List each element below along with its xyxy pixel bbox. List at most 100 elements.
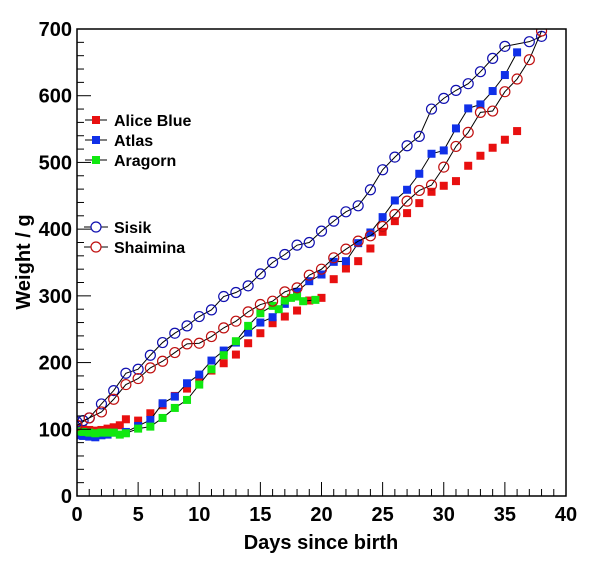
data-point <box>487 105 499 117</box>
legend-marker <box>92 136 100 144</box>
legend-label: Alice Blue <box>114 113 191 130</box>
data-point <box>317 293 326 302</box>
data-point <box>103 424 112 433</box>
data-point <box>268 319 277 328</box>
data-point <box>195 374 204 383</box>
data-point <box>256 318 265 327</box>
data-point <box>476 151 485 160</box>
data-point <box>158 413 167 422</box>
plot-layer <box>77 29 548 442</box>
data-point <box>218 322 230 334</box>
x-axis-label: Days since birth <box>244 532 399 554</box>
data-point <box>511 73 523 85</box>
data-point <box>377 220 389 233</box>
data-point <box>293 287 302 296</box>
y-tick-label: 400 <box>39 219 72 241</box>
data-point <box>413 184 425 197</box>
data-point <box>474 66 487 78</box>
data-point <box>464 161 473 170</box>
data-point <box>403 209 412 218</box>
data-point <box>464 104 473 113</box>
y-tick-label: 700 <box>39 19 72 41</box>
legend-marker <box>92 156 100 164</box>
data-point <box>244 339 253 348</box>
data-point <box>366 228 375 237</box>
data-point <box>389 151 401 163</box>
y-tick-label: 500 <box>39 152 72 174</box>
data-point <box>183 379 192 388</box>
data-point <box>108 393 120 405</box>
series-aragorn <box>77 292 320 439</box>
legend-marker <box>90 241 102 253</box>
data-point <box>121 429 130 438</box>
data-point <box>156 355 169 367</box>
data-point <box>488 143 497 152</box>
data-point <box>427 149 436 158</box>
data-point <box>77 431 81 440</box>
data-point <box>286 293 295 302</box>
legend-marker <box>92 116 100 124</box>
data-point <box>181 320 193 332</box>
data-point <box>85 432 94 441</box>
data-point <box>280 312 289 321</box>
data-point <box>427 187 436 196</box>
data-point <box>305 277 314 286</box>
y-tick-label: 200 <box>39 353 72 375</box>
legend: Alice Blue Atlas Aragorn Sisik Shaimina <box>84 113 191 257</box>
data-point <box>415 169 424 178</box>
data-point <box>231 337 240 346</box>
data-point <box>169 346 181 359</box>
x-tick-label: 5 <box>133 504 144 526</box>
data-point <box>340 206 352 218</box>
data-point <box>195 380 204 389</box>
legend-marker <box>90 221 102 233</box>
data-point <box>401 140 413 152</box>
data-point <box>513 48 522 57</box>
data-point <box>218 290 230 303</box>
data-point <box>413 130 425 143</box>
data-point <box>315 263 328 275</box>
data-point <box>79 427 88 436</box>
data-point <box>389 208 401 221</box>
data-point <box>109 423 118 432</box>
data-point <box>79 431 88 440</box>
data-point <box>499 40 511 52</box>
legend-item: Sisik <box>84 220 151 237</box>
data-point <box>329 275 338 284</box>
data-point <box>377 164 389 176</box>
data-point <box>451 124 460 133</box>
data-point <box>242 306 254 318</box>
data-point <box>328 252 340 264</box>
data-point <box>415 199 424 208</box>
data-point <box>279 286 291 298</box>
data-point <box>303 269 315 281</box>
y-tick-label: 100 <box>39 419 72 441</box>
data-point <box>146 409 155 418</box>
data-point <box>364 230 376 242</box>
data-point <box>181 338 193 350</box>
data-point <box>299 297 308 306</box>
data-point <box>523 36 535 48</box>
x-tick-label: 10 <box>188 504 210 526</box>
data-point <box>205 304 218 316</box>
data-point <box>500 135 509 144</box>
data-point <box>390 217 399 226</box>
data-point <box>340 243 352 255</box>
data-point <box>523 54 535 66</box>
data-point <box>303 236 315 249</box>
data-point <box>85 428 94 437</box>
data-point <box>115 430 124 439</box>
data-point <box>462 126 474 139</box>
data-point <box>438 161 450 173</box>
data-point <box>256 329 265 338</box>
data-point <box>120 378 132 391</box>
data-point <box>170 392 179 401</box>
data-point <box>91 433 100 442</box>
x-tick-label: 15 <box>249 504 271 526</box>
legend-item: Aragorn <box>85 153 176 170</box>
data-point <box>231 350 240 359</box>
data-point <box>254 298 266 311</box>
data-point <box>401 195 413 207</box>
data-point <box>328 215 340 227</box>
data-point <box>364 184 376 196</box>
